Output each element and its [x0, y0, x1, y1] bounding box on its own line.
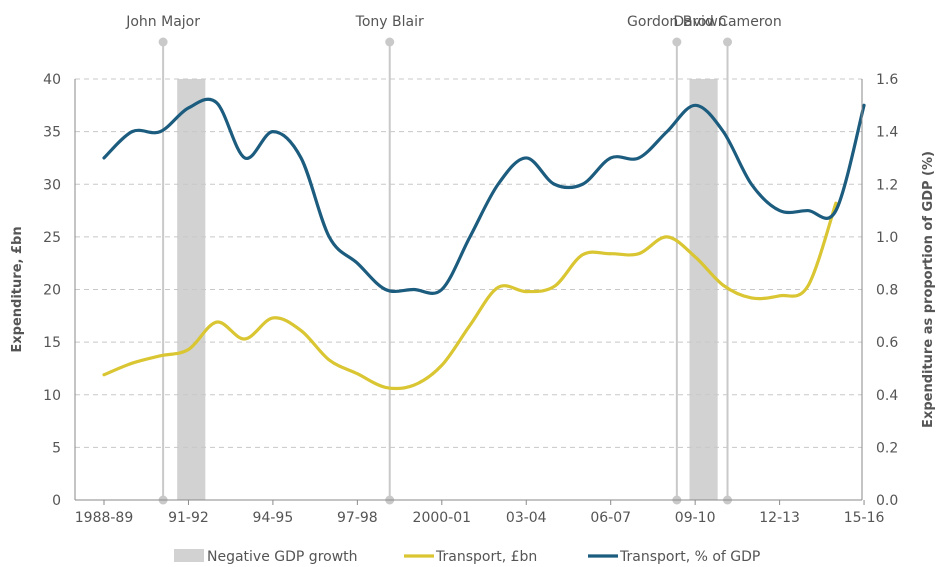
series-lines: [102, 97, 866, 391]
x-tick-label: 1988-89: [75, 510, 134, 526]
y-left-tick-label: 5: [52, 440, 61, 456]
y-right-axis-title: Expenditure as proportion of GDP (%): [921, 151, 936, 428]
x-tick-label: 91-92: [168, 510, 209, 526]
y-left-tick-label: 15: [43, 335, 61, 351]
pm-marker-dot-top: [672, 37, 682, 47]
x-tick-label: 2000-01: [413, 510, 472, 526]
shaded-period-bar: [689, 79, 718, 500]
y-left-axis-title: Expenditure, £bn: [10, 226, 25, 352]
legend-label-transport-gdp: Transport, % of GDP: [619, 549, 760, 565]
y-right-tick-label: 0.2: [876, 440, 898, 456]
y-right-tick-label: 1.2: [876, 177, 898, 193]
x-tick-label: 06-07: [590, 510, 631, 526]
x-tick-label: 12-13: [759, 510, 800, 526]
y-right-tick-label: 0.8: [876, 283, 898, 299]
x-tick-label: 15-16: [844, 510, 885, 526]
y-left-tick-label: 20: [43, 283, 61, 299]
series-line-transport-gdp: [102, 97, 866, 295]
y-right-tick-label: 0.6: [876, 335, 898, 351]
pm-marker-dot-top: [158, 37, 168, 47]
pm-label: Gordon Brown: [627, 14, 727, 30]
y-left-tick-label: 0: [52, 493, 61, 509]
pm-marker-dot-top: [723, 37, 733, 47]
pm-label: Tony Blair: [355, 14, 424, 30]
shaded-period-bar: [177, 79, 206, 500]
y-left-tick-label: 25: [43, 230, 61, 246]
legend: Negative GDP growth Transport, £bn Transpo…: [174, 549, 760, 565]
pm-marker-dot-top: [385, 37, 395, 47]
shaded-periods: [177, 79, 718, 500]
y-left-tick-label: 35: [43, 125, 61, 141]
x-tick-label: 03-04: [506, 510, 547, 526]
y-left-tick-label: 10: [43, 388, 61, 404]
x-tick-label: 97-98: [337, 510, 378, 526]
y-left-tick-label: 40: [43, 72, 61, 88]
y-right-tick-label: 1.4: [876, 125, 898, 141]
y-right-tick-label: 1.0: [876, 230, 898, 246]
y-left-tick-label: 30: [43, 177, 61, 193]
y-right-tick-label: 1.6: [876, 72, 898, 88]
legend-label-transport-bn: Transport, £bn: [435, 549, 537, 565]
legend-label-negative-gdp: Negative GDP growth: [207, 549, 358, 565]
x-tick-label: 94-95: [253, 510, 294, 526]
legend-swatch-negative-gdp: [174, 549, 204, 562]
pm-label: David Cameron: [673, 14, 781, 30]
y-right-tick-label: 0.0: [876, 493, 898, 509]
x-tick-label: 09-10: [675, 510, 716, 526]
axes: 0 5 10 15 20 25 30 35 40 0.0 0.2 0.4 0.6 0.8 1.0 1.2 1.4…: [10, 72, 936, 526]
pm-label: John Major: [125, 14, 200, 30]
series-line-transport-bn: [102, 201, 838, 391]
y-right-tick-label: 0.4: [876, 388, 898, 404]
